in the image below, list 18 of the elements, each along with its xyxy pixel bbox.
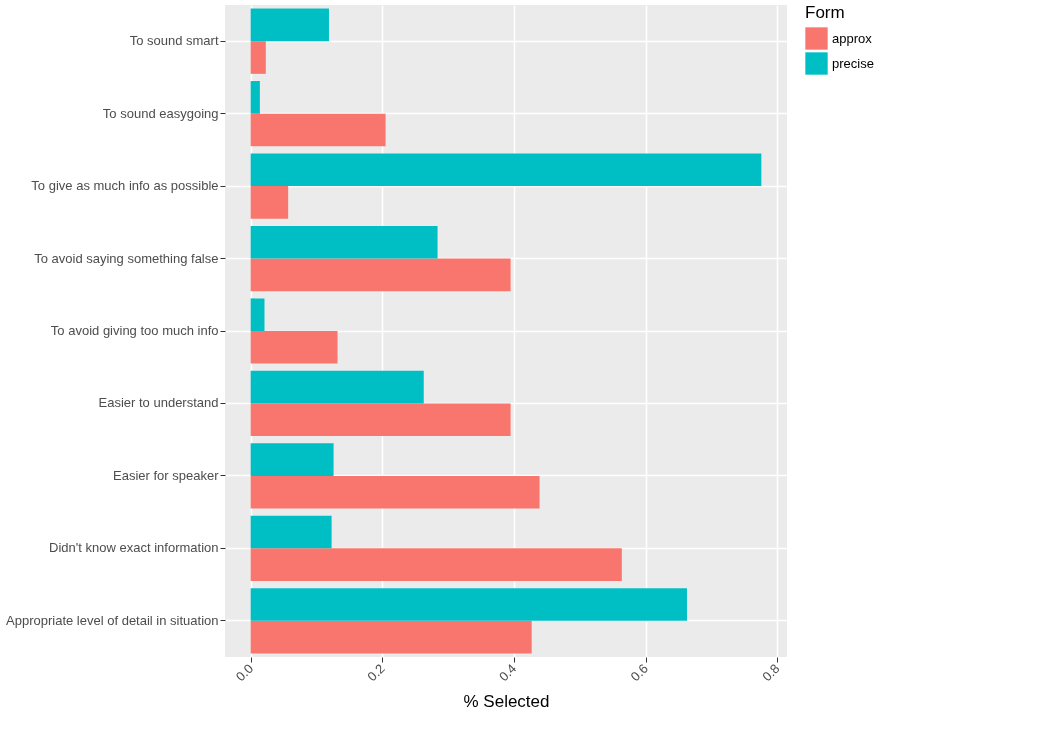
- y-tick-label: To sound easygoing: [102, 105, 219, 121]
- x-tick-label: 0.6: [627, 660, 651, 685]
- y-tick-label: To give as much info as possible: [31, 178, 219, 194]
- x-tick-label: 0.4: [495, 660, 520, 685]
- y-tick-label: To sound smart: [129, 33, 219, 49]
- x-tick-label: 0.2: [364, 660, 388, 685]
- y-tick-label: To avoid saying something false: [34, 250, 219, 266]
- legend-title: Form: [805, 3, 845, 22]
- y-tick-label: Didn't know exact information: [49, 540, 219, 556]
- x-axis-title: % Selected: [463, 692, 550, 712]
- y-tick-label: To avoid giving too much info: [50, 323, 219, 338]
- x-tick-label: 0.0: [232, 660, 257, 685]
- y-tick-label: Easier for speaker: [113, 467, 220, 483]
- y-tick-label: Easier to understand: [98, 395, 219, 411]
- x-tick-label: 0.8: [759, 660, 783, 685]
- y-tick-label: Appropriate level of detail in situation: [6, 612, 219, 628]
- legend-label: approx: [832, 30, 873, 46]
- legend-label: precise: [832, 55, 874, 71]
